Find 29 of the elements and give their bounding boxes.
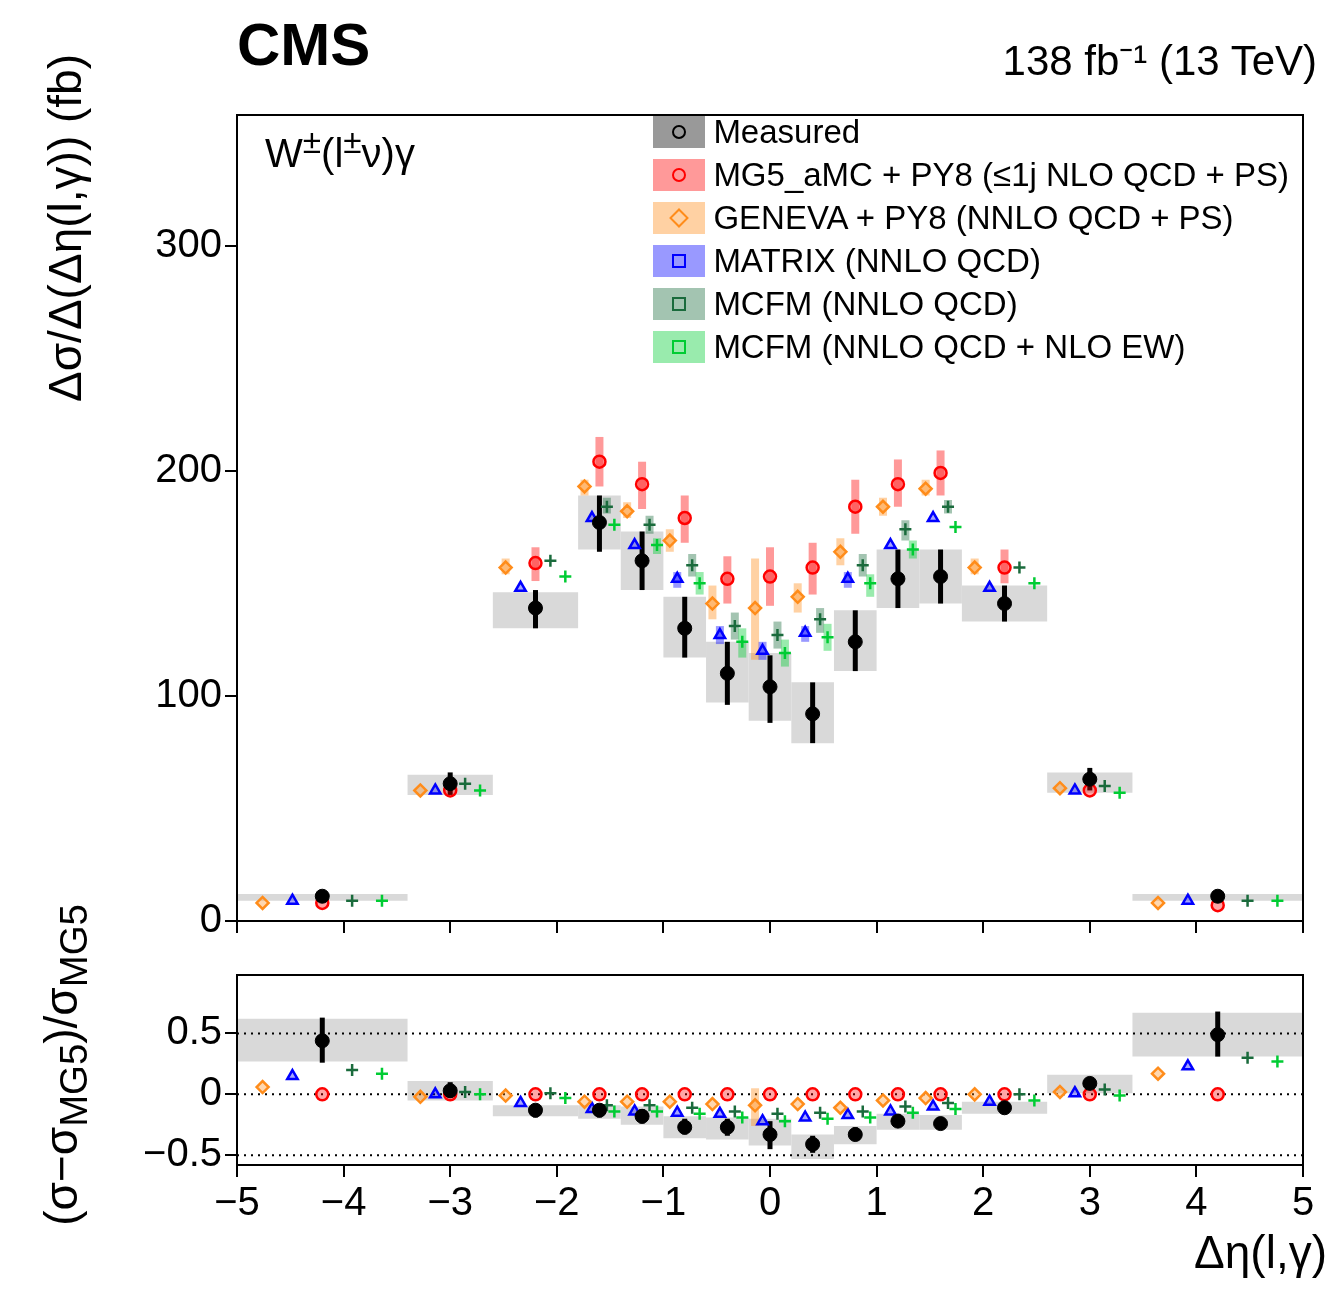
x-tick-label: 3 bbox=[1078, 1179, 1101, 1224]
y-tick-label: 0 bbox=[199, 1069, 222, 1114]
legend-label: Measured bbox=[713, 112, 861, 151]
x-axis-title: Δη(l,γ) bbox=[1194, 1225, 1327, 1279]
annotation: W$^{±}$(l$^{±}$ν)γ bbox=[265, 123, 415, 177]
y-tick-label: −0.5 bbox=[143, 1130, 222, 1175]
chart-title: CMS bbox=[237, 10, 371, 79]
y-tick-label: 200 bbox=[155, 445, 222, 490]
x-tick-label: 2 bbox=[972, 1179, 995, 1224]
x-tick-label: −3 bbox=[427, 1179, 473, 1224]
y-tick-label: 0 bbox=[199, 896, 222, 941]
y-tick-label: 100 bbox=[155, 670, 222, 715]
x-tick-label: −1 bbox=[640, 1179, 687, 1224]
legend-label: MCFM (NNLO QCD + NLO EW) bbox=[713, 327, 1186, 366]
x-tick-label: 1 bbox=[865, 1179, 888, 1224]
y-tick-label: 0.5 bbox=[166, 1008, 222, 1053]
legend-label: MCFM (NNLO QCD) bbox=[713, 284, 1018, 323]
legend-label: GENEVA + PY8 (NNLO QCD + PS) bbox=[713, 198, 1234, 237]
chart-subtitle: 138 fb⁻¹ (13 TeV) bbox=[1002, 36, 1317, 86]
legend-label: MG5_aMC + PY8 (≤1j NLO QCD + PS) bbox=[713, 155, 1289, 194]
legend-label: MATRIX (NNLO QCD) bbox=[713, 241, 1041, 280]
y-axis-title: Δσ/Δ(Δη(l,γ)) (fb) bbox=[38, 54, 92, 402]
x-tick-label: 0 bbox=[758, 1179, 782, 1224]
y-tick-label: 300 bbox=[155, 220, 222, 265]
x-tick-label: 5 bbox=[1291, 1179, 1315, 1224]
x-tick-label: −2 bbox=[534, 1179, 580, 1224]
x-tick-label: −5 bbox=[214, 1179, 260, 1224]
x-tick-label: −4 bbox=[320, 1179, 367, 1224]
x-tick-label: 4 bbox=[1185, 1179, 1208, 1224]
